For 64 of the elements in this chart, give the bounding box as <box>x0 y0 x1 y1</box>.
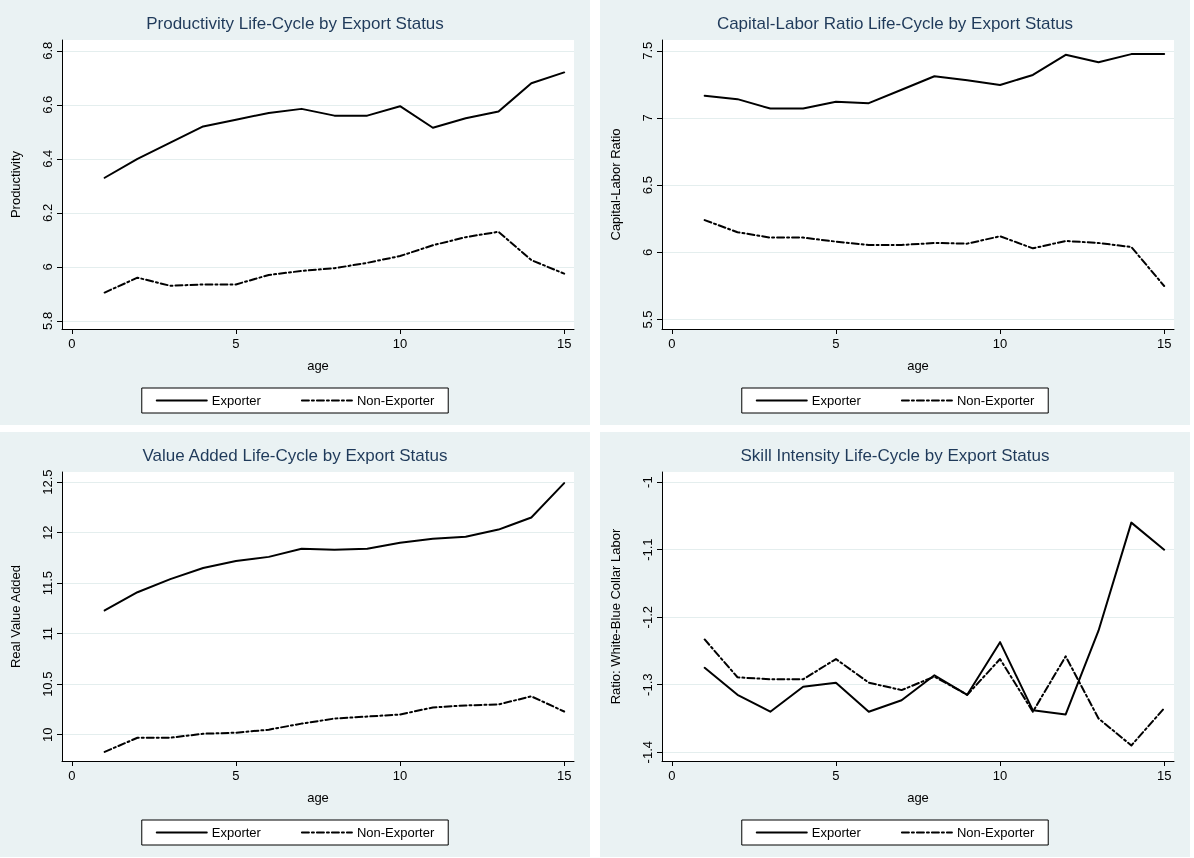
y-tick-label: 6.4 <box>40 149 55 168</box>
y-tick-label: 11.5 <box>40 570 55 596</box>
y-tick-label: 10.5 <box>40 671 55 697</box>
chart-title: Skill Intensity Life-Cycle by Export Status <box>740 446 1050 465</box>
x-tick-label: 5 <box>232 336 240 351</box>
x-tick-label: 0 <box>668 768 676 783</box>
chart-title: Capital-Labor Ratio Life-Cycle by Export Status <box>716 14 1074 33</box>
chart-title: Value Added Life-Cycle by Export Status <box>142 446 448 465</box>
x-axis-title: age <box>907 790 929 805</box>
legend-label: Exporter <box>211 393 262 408</box>
x-tick-label: 5 <box>232 768 240 783</box>
x-tick-label: 10 <box>392 336 408 351</box>
y-tick-label: 7.5 <box>640 41 655 60</box>
y-axis-title: Ratio: White-Blue Collar Labor <box>608 528 623 705</box>
y-tick-label: 6.2 <box>40 203 55 222</box>
y-tick-label: -1.1 <box>640 538 655 561</box>
y-tick-label: 5.5 <box>640 310 655 329</box>
y-tick-label: -1.4 <box>640 741 655 764</box>
legend-label: Non-Exporter <box>956 393 1035 408</box>
x-tick-label: 5 <box>832 336 840 351</box>
x-axis-title: age <box>307 790 329 805</box>
y-axis-title: Capital-Labor Ratio <box>608 128 623 241</box>
y-tick-label: 11 <box>40 626 55 641</box>
y-tick-label: 6.8 <box>40 41 55 60</box>
y-tick-label: 6.6 <box>40 95 55 114</box>
chart-title: Productivity Life-Cycle by Export Status <box>146 14 444 33</box>
y-tick-label: 5.8 <box>40 311 55 330</box>
legend-label: Exporter <box>211 825 262 840</box>
x-axis-title: age <box>907 358 929 373</box>
x-tick-label: 15 <box>1156 336 1172 351</box>
y-tick-label: 12 <box>40 525 55 540</box>
line-series <box>103 230 566 294</box>
y-tick-label: -1.3 <box>640 673 655 696</box>
y-tick-label: 6.5 <box>640 176 655 195</box>
x-tick-label: 15 <box>556 336 572 351</box>
x-tick-label: 0 <box>668 336 676 351</box>
legend-label: Non-Exporter <box>356 393 435 408</box>
legend-label: Exporter <box>811 825 862 840</box>
line-series <box>103 482 566 612</box>
x-tick-label: 15 <box>556 768 572 783</box>
y-axis-title: Real Value Added <box>8 564 23 669</box>
legend-label: Exporter <box>811 393 862 408</box>
x-tick-label: 0 <box>68 768 76 783</box>
x-tick-label: 0 <box>68 336 76 351</box>
legend-label: Non-Exporter <box>956 825 1035 840</box>
x-tick-label: 10 <box>992 336 1008 351</box>
line-series <box>103 71 566 179</box>
line-series <box>103 695 566 753</box>
y-tick-label: 12.5 <box>40 469 55 495</box>
legend-label: Non-Exporter <box>356 825 435 840</box>
x-axis-title: age <box>307 358 329 373</box>
y-tick-label: 7 <box>640 114 655 122</box>
y-tick-label: -1.2 <box>640 605 655 629</box>
y-tick-label: 10 <box>40 727 55 742</box>
x-tick-label: 10 <box>392 768 408 783</box>
x-tick-label: 5 <box>832 768 840 783</box>
x-tick-label: 10 <box>992 768 1008 783</box>
line-series <box>703 53 1166 110</box>
y-tick-label: 6 <box>640 248 655 256</box>
line-series <box>703 219 1166 287</box>
y-axis-title: Productivity <box>8 150 23 219</box>
y-tick-label: 6 <box>40 263 55 271</box>
y-tick-label: -1 <box>640 476 655 488</box>
x-tick-label: 15 <box>1156 768 1172 783</box>
